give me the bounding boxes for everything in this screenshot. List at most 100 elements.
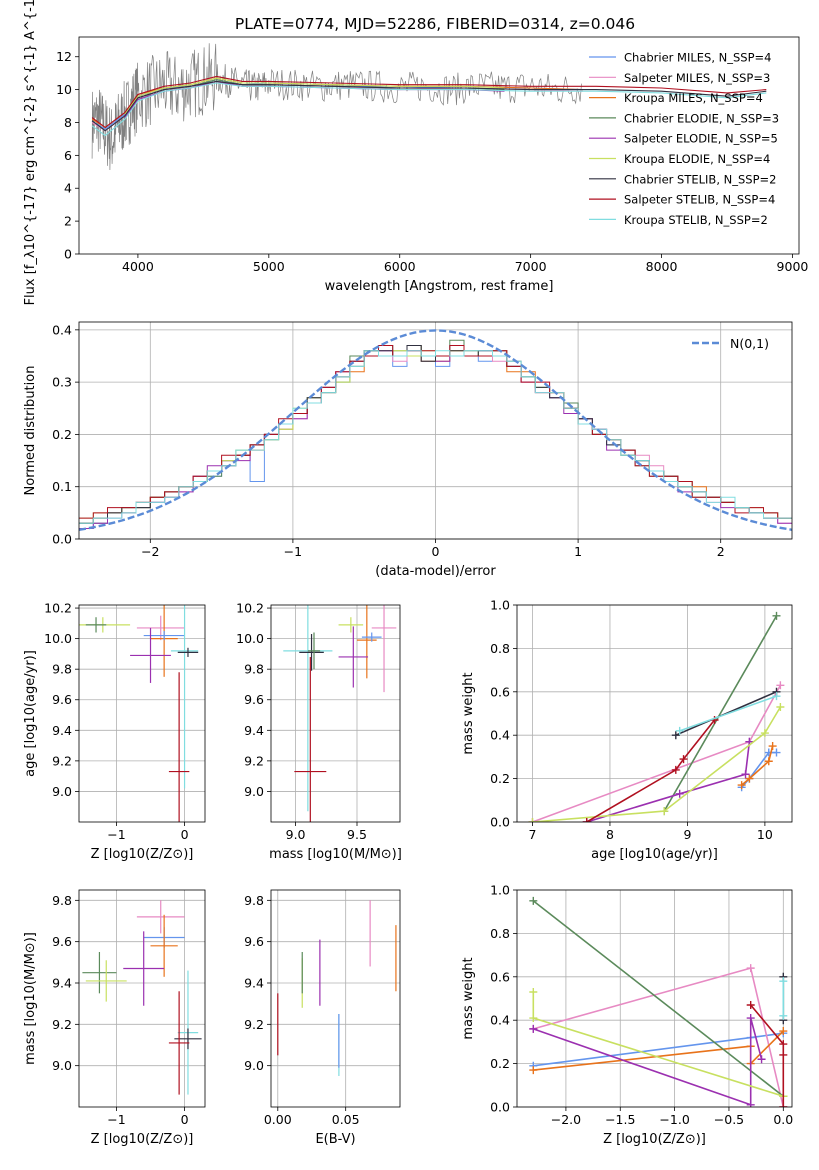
y-tick-label: 0.4 bbox=[490, 1013, 510, 1028]
y-tick-label: 9.0 bbox=[244, 784, 264, 799]
x-tick-label: 0 bbox=[181, 827, 189, 842]
age-vs-mass-ticks: 9.0 9.5 9.0 9.2 9.4 9.6 9.8 10.0 10.2 bbox=[236, 601, 367, 842]
age-vs-mass-grid bbox=[271, 605, 400, 822]
y-tick-label: 9.8 bbox=[244, 893, 264, 908]
y-tick-label: 9.4 bbox=[244, 723, 264, 738]
residuals-legend: N(0,1) bbox=[692, 336, 769, 351]
chart-massweight-vs-Z: −2.0 −1.5 −1.0 −0.5 0.0 0.0 0.2 0.4 0.6 0.8 1.0 Z [… bbox=[461, 883, 793, 1148]
age-vs-mass-frame bbox=[270, 604, 401, 823]
massweight-series bbox=[582, 737, 754, 822]
legend-label: Kroupa STELIB, N_SSP=2 bbox=[624, 213, 768, 227]
x-tick-label: 8 bbox=[606, 827, 614, 842]
massweight-line bbox=[532, 706, 782, 822]
y-tick-label: 9.8 bbox=[52, 662, 72, 677]
massweight-marker bbox=[671, 765, 680, 774]
errorbar-point bbox=[123, 931, 165, 1006]
x-tick-label: −2.0 bbox=[551, 1112, 581, 1127]
y-tick-label: 9.4 bbox=[52, 976, 72, 991]
massweight-line bbox=[533, 1017, 763, 1106]
errorbar-point bbox=[82, 952, 117, 994]
y-tick-label: 4 bbox=[64, 181, 72, 196]
y-tick-label: 9.6 bbox=[244, 692, 264, 707]
massweight-vs-Z-ticks: −2.0 −1.5 −1.0 −0.5 0.0 0.0 0.2 0.4 0.6 0.8 1.0 bbox=[490, 883, 793, 1128]
y-tick-label: 0 bbox=[64, 247, 72, 262]
massweight-marker bbox=[745, 774, 754, 783]
x-tick-label: 8000 bbox=[646, 259, 678, 274]
massweight-marker bbox=[772, 611, 781, 620]
massweight-marker bbox=[746, 1001, 755, 1010]
massweight-marker bbox=[757, 1055, 766, 1064]
y-tick-label: 10.0 bbox=[44, 631, 72, 646]
massweight-series bbox=[660, 611, 781, 816]
y-tick-label: 2 bbox=[64, 214, 72, 229]
massweight-line bbox=[532, 992, 784, 1097]
massweight-vs-age-ticks: 7 8 9 10 0.0 0.2 0.4 0.6 0.8 1.0 bbox=[490, 598, 773, 843]
age-vs-mass-plot-area bbox=[283, 605, 397, 822]
chart-mass-vs-Z: −1 0 9.0 9.2 9.4 9.6 9.8 Z [log10(Z/Z⊙)] mass [l… bbox=[23, 889, 206, 1147]
errorbar-point bbox=[174, 1028, 202, 1050]
x-axis-label: wavelength [Angstrom, rest frame] bbox=[325, 279, 554, 294]
massweight-vs-Z-frame bbox=[516, 889, 793, 1108]
y-tick-label: 0.4 bbox=[52, 322, 72, 337]
errorbar-point bbox=[357, 605, 377, 679]
errorbar-point bbox=[338, 617, 364, 633]
massweight-marker bbox=[660, 807, 669, 816]
massweight-series bbox=[528, 702, 785, 822]
y-tick-label: 1.0 bbox=[490, 883, 510, 898]
legend-label: N(0,1) bbox=[730, 336, 769, 351]
x-tick-label: 5000 bbox=[253, 259, 285, 274]
x-tick-label: 6000 bbox=[384, 259, 416, 274]
mass-vs-EBV-ticks: 0.00 0.05 9.0 9.2 9.4 9.6 9.8 bbox=[244, 893, 359, 1127]
mass-vs-Z-grid bbox=[79, 890, 205, 1107]
massweight-series bbox=[737, 742, 777, 790]
y-tick-label: 9.8 bbox=[244, 662, 264, 677]
y-tick-label: 0.1 bbox=[52, 479, 72, 494]
residuals-ticks: −2 −1 0 1 2 0.0 0.1 0.2 0.3 0.4 bbox=[52, 322, 725, 559]
x-tick-label: 9 bbox=[683, 827, 691, 842]
massweight-marker bbox=[746, 964, 755, 973]
x-tick-label: −1 bbox=[284, 544, 302, 559]
errorbar-point bbox=[371, 605, 397, 693]
y-axis-label: Normed distribution bbox=[23, 366, 38, 496]
errorbar-point bbox=[307, 632, 321, 670]
normal-reference-curve bbox=[79, 329, 792, 531]
x-axis-label: age [log10(age/yr)] bbox=[591, 847, 718, 862]
chart-massweight-vs-age: 7 8 9 10 0.0 0.2 0.4 0.6 0.8 1.0 age [log10(age/yr… bbox=[461, 598, 793, 862]
x-tick-label: 0.0 bbox=[773, 1112, 793, 1127]
y-tick-label: 9.0 bbox=[52, 1058, 72, 1073]
age-vs-Z-frame bbox=[78, 604, 206, 823]
y-tick-label: 9.2 bbox=[244, 753, 264, 768]
y-tick-label: 0.4 bbox=[490, 728, 510, 743]
massweight-marker bbox=[675, 726, 684, 735]
x-tick-label: −1.5 bbox=[605, 1112, 635, 1127]
age-vs-Z-plot-area bbox=[79, 605, 199, 822]
massweight-marker bbox=[528, 818, 537, 822]
y-tick-label: 9.6 bbox=[244, 934, 264, 949]
residuals-plot-area bbox=[79, 329, 792, 531]
age-vs-Z-grid bbox=[79, 605, 205, 822]
y-tick-label: 0.0 bbox=[490, 815, 510, 830]
y-tick-label: 0.2 bbox=[490, 1056, 510, 1071]
y-tick-label: 9.6 bbox=[52, 692, 72, 707]
x-tick-label: −1 bbox=[107, 827, 125, 842]
y-tick-label: 6 bbox=[64, 148, 72, 163]
massweight-marker bbox=[529, 1024, 538, 1033]
massweight-marker bbox=[675, 789, 684, 798]
legend-label: Kroupa MILES, N_SSP=4 bbox=[624, 91, 763, 105]
mass-vs-EBV-plot-area bbox=[277, 900, 397, 1076]
x-axis-label: (data-model)/error bbox=[375, 564, 496, 579]
model-spectrum bbox=[124, 77, 505, 115]
x-axis-label: Z [log10(Z/Z⊙)] bbox=[603, 1132, 706, 1147]
y-axis-label: Flux [f_λ10^{-17} erg cm^{-2} s^{-1} A^{… bbox=[23, 0, 38, 305]
massweight-series bbox=[746, 1001, 788, 1107]
massweight-marker bbox=[776, 681, 785, 690]
massweight-line bbox=[586, 719, 716, 822]
y-tick-label: 10.2 bbox=[236, 601, 264, 616]
legend-label: Salpeter ELODIE, N_SSP=5 bbox=[624, 132, 778, 146]
massweight-vs-Z-plot-area bbox=[529, 896, 788, 1107]
mass-vs-Z-plot-area bbox=[82, 900, 202, 1095]
mass-vs-Z-frame bbox=[78, 889, 206, 1108]
massweight-marker bbox=[529, 987, 538, 996]
y-tick-label: 0.6 bbox=[490, 969, 510, 984]
